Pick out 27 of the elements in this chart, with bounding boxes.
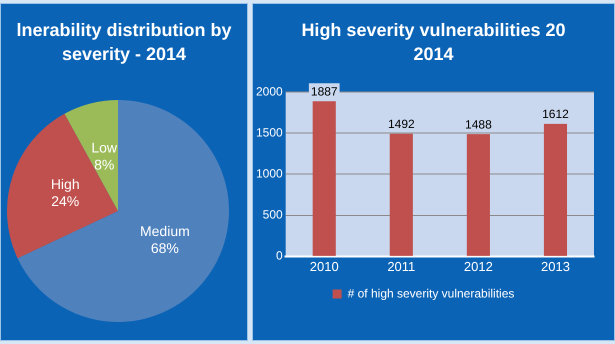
chart-title: High severity vulnerabilities 20 (300, 19, 567, 42)
data-label: 68% (150, 240, 179, 256)
chart-subtitle: 2014 (412, 43, 455, 66)
y-tick-label: 1500 (256, 125, 284, 140)
data-label: 1492 (388, 117, 415, 132)
y-tick-label: 2000 (256, 84, 284, 98)
slice-label: Low (91, 140, 118, 156)
legend-label: # of high severity vulnerabilities (348, 286, 514, 300)
chart-title: lnerability distribution by severity - 2014 (15, 19, 232, 66)
slice-label: High (50, 176, 80, 192)
x-tick-label: 2013 (541, 258, 570, 274)
data-label: 8% (94, 156, 114, 173)
data-label: 1612 (542, 107, 570, 122)
data-label: 1488 (465, 117, 492, 132)
bar (466, 134, 490, 256)
bar (312, 101, 336, 256)
x-tick-label: 2011 (387, 258, 416, 274)
slice-label: Medium (140, 223, 190, 240)
y-tick-label: 0 (276, 248, 284, 263)
y-tick-label: 500 (262, 208, 284, 222)
bar (544, 124, 568, 256)
data-label: 1887 (310, 84, 338, 99)
data-label: 24% (51, 193, 80, 210)
bar (390, 134, 413, 256)
y-tick-label: 1000 (256, 166, 284, 181)
x-tick-label: 2012 (464, 258, 493, 274)
x-tick-label: 2010 (310, 258, 339, 274)
